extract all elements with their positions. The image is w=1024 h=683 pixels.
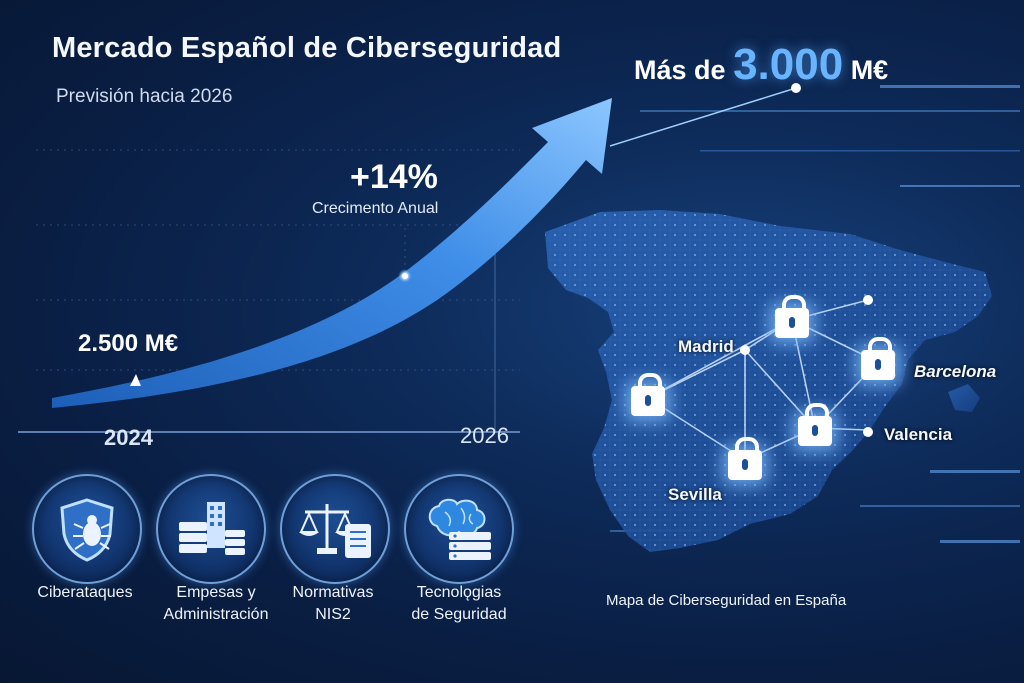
category-label-line2: de Seguridad <box>411 606 507 623</box>
growth-label: Crecimento Anual <box>312 200 439 217</box>
lock-icon <box>775 295 809 338</box>
category-ciberataques <box>32 474 142 584</box>
page-subtitle: Previsión hacia 2026 <box>56 86 233 107</box>
category-label-line2: NIS2 <box>315 606 351 623</box>
chart-gridlines <box>36 149 520 371</box>
lock-icon <box>728 437 762 480</box>
forecast-point <box>791 83 801 93</box>
brain-server-icon <box>428 498 491 560</box>
start-year: 2024 <box>104 425 153 450</box>
forecast-headline: Más de 3.000 M€ <box>634 40 888 90</box>
category-label: Empesas y Administración <box>146 582 286 626</box>
map-caption: Mapa de Ciberseguridad en España <box>606 592 847 609</box>
scales-document-icon <box>299 504 371 558</box>
lock-icon <box>631 373 665 416</box>
forecast-prefix: Más de <box>634 55 726 85</box>
category-label: Ciberataques <box>24 582 146 604</box>
category-tecnologias <box>404 474 514 584</box>
forecast-line <box>609 87 797 147</box>
city-label-madrid: Madrid <box>678 337 734 356</box>
category-label-line1: Tecnolǫgias <box>416 584 502 601</box>
end-year: 2026 <box>460 423 509 448</box>
category-label: Tecnolǫgias de Seguridad <box>396 582 522 626</box>
category-label-line1: Normativas <box>292 584 374 601</box>
category-label-line1: Empesas y <box>176 584 256 601</box>
growth-value: +14% <box>350 158 438 196</box>
shield-bug-icon <box>60 498 114 562</box>
buildings-servers-icon <box>179 502 245 555</box>
category-label: Normativas NIS2 <box>272 582 394 626</box>
lock-icon <box>861 337 895 380</box>
category-normativas <box>280 474 390 584</box>
page-title: Mercado Español de Ciberseguridad <box>52 32 562 64</box>
city-label-barcelona: Barcelona <box>914 362 997 381</box>
growth-arrow <box>52 98 612 408</box>
city-label-sevilla: Sevilla <box>668 485 722 504</box>
category-empresas <box>156 474 266 584</box>
start-value: 2.500 M€ <box>78 330 179 357</box>
forecast-value: 3.000 <box>733 40 844 89</box>
lock-icon <box>798 403 832 446</box>
city-label-valencia: Valencia <box>884 425 953 444</box>
category-label-line2: Administración <box>163 606 269 623</box>
category-label-line1: Ciberataques <box>37 584 133 601</box>
forecast-unit: M€ <box>850 55 889 85</box>
